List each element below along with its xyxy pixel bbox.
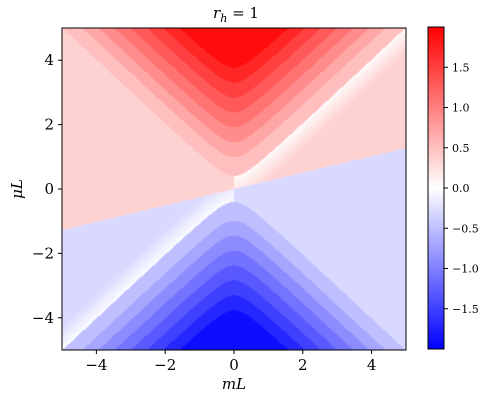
colorbar-tick-label: 0.0 bbox=[452, 182, 470, 195]
y-axis-ticks: −4 −2 0 2 4 bbox=[32, 51, 62, 327]
title-rest: = 1 bbox=[227, 4, 259, 22]
y-axis-label: μL bbox=[8, 179, 26, 199]
colorbar-ticks: 1.5 1.0 0.5 0.0 −0.5 −1.0 −1.5 bbox=[444, 61, 479, 316]
y-tick-label: 4 bbox=[44, 51, 54, 69]
colorbar-tick-label: 1.5 bbox=[452, 61, 470, 74]
colorbar-tick-label: −1.5 bbox=[452, 303, 479, 316]
colorbar-tick-label: −0.5 bbox=[452, 222, 479, 235]
x-tick-label: 2 bbox=[298, 356, 308, 374]
x-tick-label: −2 bbox=[154, 356, 176, 374]
y-tick-label: 2 bbox=[44, 116, 54, 134]
title-sub: h bbox=[220, 12, 227, 25]
x-tick-label: −4 bbox=[85, 356, 107, 374]
x-axis-label: mL bbox=[222, 375, 246, 393]
colorbar bbox=[427, 26, 445, 350]
x-tick-label: 4 bbox=[367, 356, 377, 374]
x-axis-ticks: −4 −2 0 2 4 bbox=[85, 350, 376, 374]
colorbar-tick-label: 0.5 bbox=[452, 142, 470, 155]
colorbar-tick-label: 1.0 bbox=[452, 102, 470, 115]
svg-text:rh = 1: rh = 1 bbox=[213, 4, 259, 25]
chart-title: rh = 1 bbox=[213, 4, 259, 25]
colorbar-tick-label: −1.0 bbox=[452, 263, 479, 276]
y-tick-label: 0 bbox=[44, 180, 54, 198]
y-tick-label: −4 bbox=[32, 309, 54, 327]
y-tick-label: −2 bbox=[32, 244, 54, 262]
x-tick-label: 0 bbox=[229, 356, 239, 374]
title-var: r bbox=[213, 4, 221, 22]
heatmap-image bbox=[62, 28, 406, 350]
